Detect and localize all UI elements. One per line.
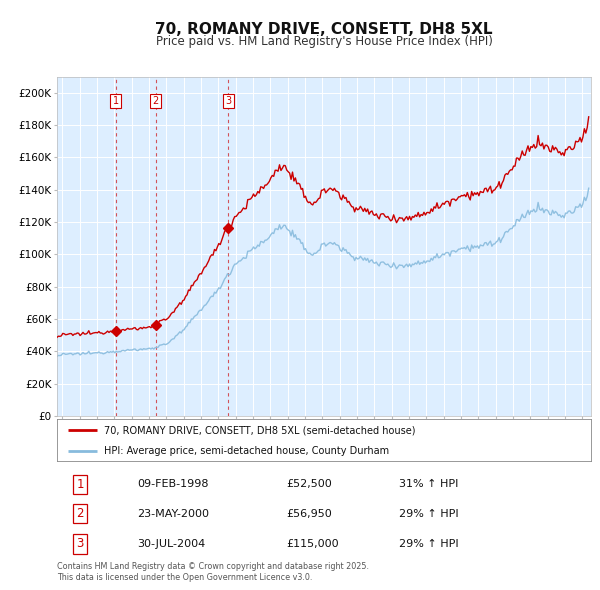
Text: 30-JUL-2004: 30-JUL-2004: [137, 539, 205, 549]
Text: HPI: Average price, semi-detached house, County Durham: HPI: Average price, semi-detached house,…: [104, 446, 389, 455]
Text: 29% ↑ HPI: 29% ↑ HPI: [399, 539, 458, 549]
Text: Price paid vs. HM Land Registry's House Price Index (HPI): Price paid vs. HM Land Registry's House …: [155, 35, 493, 48]
Text: This data is licensed under the Open Government Licence v3.0.: This data is licensed under the Open Gov…: [57, 573, 313, 582]
Text: 2: 2: [76, 507, 84, 520]
Text: 3: 3: [225, 96, 232, 106]
Text: 23-MAY-2000: 23-MAY-2000: [137, 509, 209, 519]
Text: 2: 2: [152, 96, 159, 106]
Text: 29% ↑ HPI: 29% ↑ HPI: [399, 509, 458, 519]
Text: 70, ROMANY DRIVE, CONSETT, DH8 5XL: 70, ROMANY DRIVE, CONSETT, DH8 5XL: [155, 22, 493, 37]
Text: £52,500: £52,500: [287, 480, 332, 489]
Text: £56,950: £56,950: [287, 509, 332, 519]
Text: 31% ↑ HPI: 31% ↑ HPI: [399, 480, 458, 489]
Text: Contains HM Land Registry data © Crown copyright and database right 2025.: Contains HM Land Registry data © Crown c…: [57, 562, 369, 571]
Text: 3: 3: [76, 537, 83, 550]
Text: 09-FEB-1998: 09-FEB-1998: [137, 480, 209, 489]
Text: £115,000: £115,000: [287, 539, 339, 549]
Text: 1: 1: [113, 96, 119, 106]
Text: 1: 1: [76, 478, 84, 491]
Text: 70, ROMANY DRIVE, CONSETT, DH8 5XL (semi-detached house): 70, ROMANY DRIVE, CONSETT, DH8 5XL (semi…: [104, 425, 415, 435]
